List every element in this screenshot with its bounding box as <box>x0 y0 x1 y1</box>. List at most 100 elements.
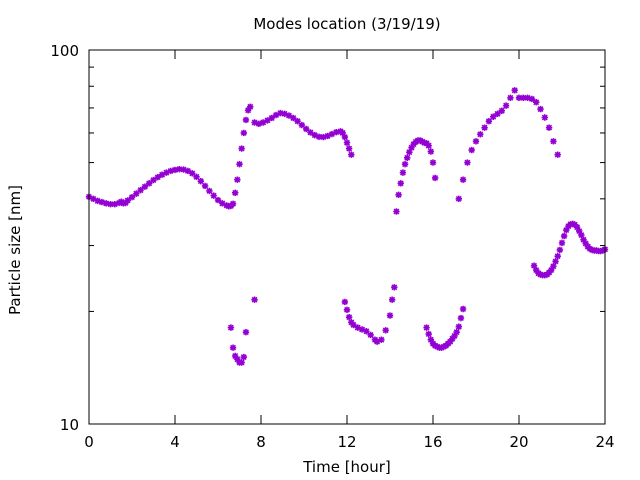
data-point <box>477 131 484 138</box>
data-point <box>408 144 415 151</box>
data-point <box>128 194 136 201</box>
axis-ticks: 0 4 8 12 16 20 24 10 100 <box>50 42 614 451</box>
data-point <box>502 102 510 109</box>
data-point <box>311 131 318 139</box>
data-point <box>251 296 258 303</box>
data-point <box>158 171 166 178</box>
data-point <box>425 330 432 338</box>
data-point <box>345 314 353 321</box>
data-point <box>98 198 106 206</box>
data-point <box>395 191 402 199</box>
data-point <box>176 166 183 173</box>
data-point <box>449 335 456 342</box>
data-point <box>459 305 467 313</box>
data-point <box>298 121 306 129</box>
data-point <box>277 109 284 117</box>
data-point <box>378 336 385 343</box>
data-point <box>431 174 439 182</box>
data-point <box>494 110 501 118</box>
data-point <box>227 324 235 331</box>
data-point <box>455 195 462 203</box>
data-point <box>423 324 430 331</box>
data-point <box>550 263 557 270</box>
data-point <box>393 208 400 215</box>
data-point <box>382 327 389 334</box>
data-point <box>520 94 527 102</box>
data-point <box>315 133 323 141</box>
data-point <box>180 166 187 173</box>
data-point <box>206 187 213 195</box>
data-point <box>507 94 514 102</box>
data-point <box>111 200 118 208</box>
data-point <box>124 197 131 204</box>
data-point <box>240 129 247 137</box>
data-point <box>229 200 237 207</box>
data-point <box>391 284 398 291</box>
data-point <box>569 220 576 227</box>
data-point <box>541 114 548 121</box>
data-point <box>455 323 462 330</box>
data-point <box>453 328 460 336</box>
x-tick-label: 16 <box>423 433 442 451</box>
data-point <box>281 110 288 118</box>
data-point <box>457 314 465 322</box>
data-point <box>343 306 351 313</box>
x-tick-label: 20 <box>509 433 528 451</box>
data-point <box>251 119 258 126</box>
data-point <box>401 161 409 168</box>
data-point <box>328 130 336 138</box>
data-point <box>354 324 361 331</box>
data-point <box>146 180 153 187</box>
data-point <box>320 133 327 141</box>
data-point <box>578 231 585 239</box>
data-point <box>341 298 349 306</box>
data-point <box>498 107 505 114</box>
data-point <box>548 266 555 274</box>
data-point <box>533 99 540 106</box>
data-point <box>468 146 475 154</box>
data-point <box>552 258 559 265</box>
data-point <box>107 200 114 208</box>
data-point <box>219 200 226 207</box>
data-point <box>515 94 523 102</box>
data-point <box>563 226 570 234</box>
data-point <box>363 328 370 335</box>
data-point <box>154 173 161 181</box>
data-point <box>255 120 263 127</box>
data-point <box>550 138 557 145</box>
data-point <box>229 344 237 351</box>
data-point <box>464 159 471 166</box>
data-point <box>573 223 581 231</box>
data-point <box>163 169 170 176</box>
data-point <box>247 103 254 110</box>
data-point <box>511 87 518 94</box>
data-point <box>528 95 536 103</box>
data-point <box>431 342 439 349</box>
data-point <box>554 252 561 260</box>
data-point <box>193 173 200 181</box>
x-axis-label: Time [hour] <box>302 458 391 476</box>
data-point <box>201 182 209 190</box>
data-point <box>184 167 192 175</box>
data-point <box>447 338 454 345</box>
data-point <box>294 118 301 125</box>
y-tick-label: 10 <box>60 416 79 434</box>
data-point <box>427 336 435 343</box>
data-point <box>223 202 230 209</box>
data-point <box>427 148 435 155</box>
data-point <box>358 326 366 333</box>
data-point <box>404 154 411 161</box>
data-point <box>388 296 396 303</box>
data-point <box>556 246 564 254</box>
data-point <box>240 353 247 361</box>
chart-title: Modes location (3/19/19) <box>253 15 440 33</box>
x-tick-label: 0 <box>84 433 94 451</box>
data-point <box>451 332 458 340</box>
data-point <box>576 227 583 235</box>
plot-frame <box>88 49 606 425</box>
data-point <box>302 125 310 133</box>
data-point <box>333 128 340 136</box>
data-point <box>197 177 204 185</box>
data-point <box>350 321 357 329</box>
